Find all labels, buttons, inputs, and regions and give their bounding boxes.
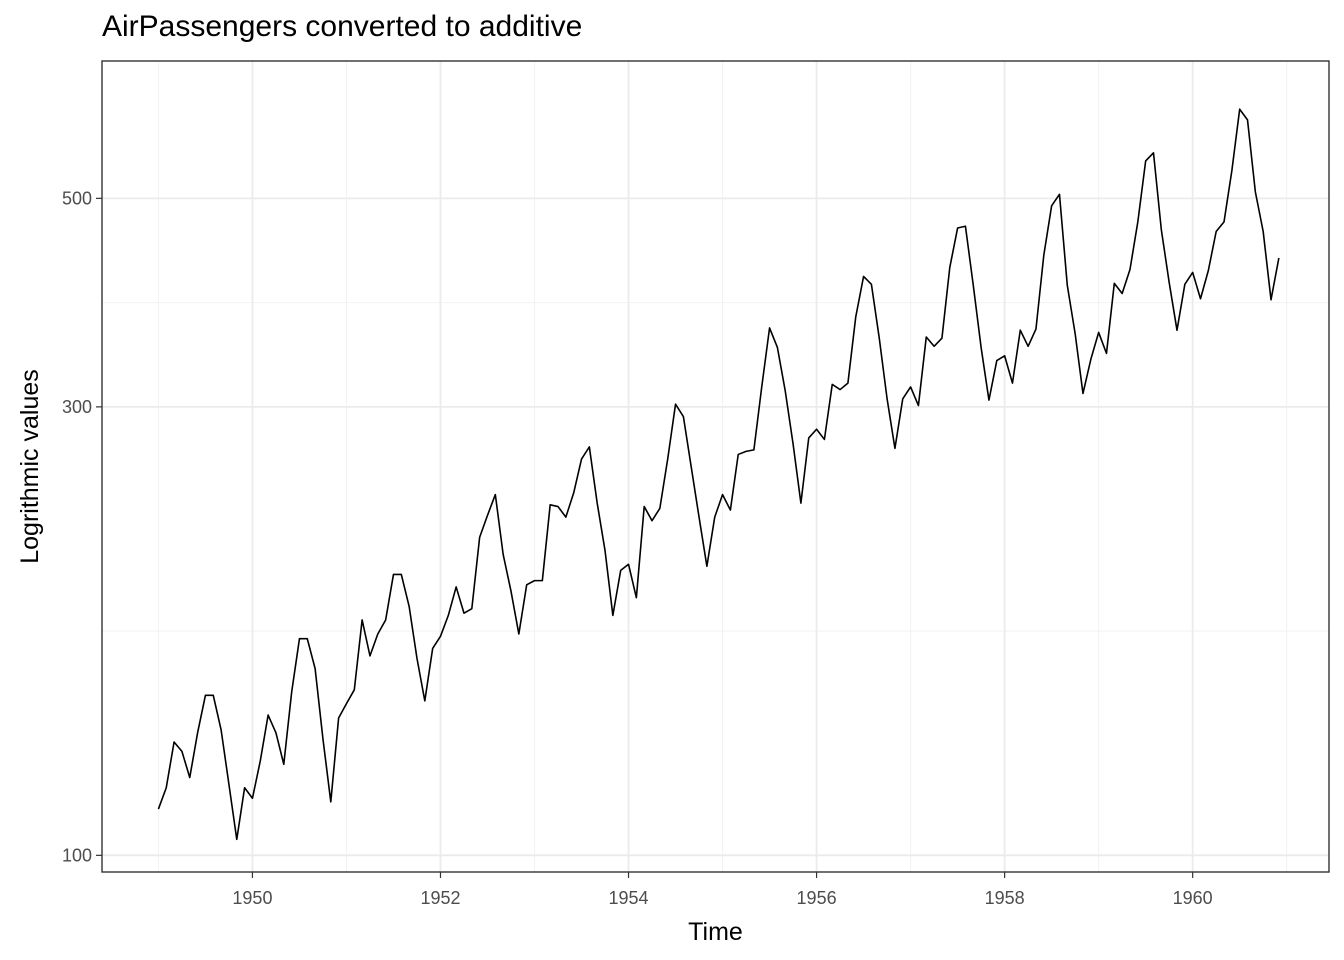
x-tick-label: 1952 bbox=[420, 888, 460, 908]
chart-title: AirPassengers converted to additive bbox=[102, 10, 583, 43]
y-axis: 100 300 500 bbox=[62, 188, 102, 865]
major-gridlines bbox=[102, 61, 1329, 872]
y-tick-label: 500 bbox=[62, 188, 92, 208]
y-tick-label: 100 bbox=[62, 845, 92, 865]
x-tick-label: 1954 bbox=[609, 888, 649, 908]
y-tick-label: 300 bbox=[62, 397, 92, 417]
y-axis-title: Logrithmic values bbox=[16, 369, 44, 564]
x-tick-label: 1956 bbox=[797, 888, 837, 908]
series-line bbox=[157, 108, 1280, 841]
x-axis: 1950 1952 1954 1956 1958 1960 bbox=[232, 872, 1213, 908]
series-layer bbox=[157, 108, 1280, 841]
x-axis-title: Time bbox=[688, 918, 743, 946]
panel-border bbox=[101, 60, 1330, 873]
x-tick-label: 1958 bbox=[985, 888, 1025, 908]
x-tick-label: 1960 bbox=[1173, 888, 1213, 908]
minor-gridlines bbox=[102, 61, 1329, 872]
x-tick-label: 1950 bbox=[232, 888, 272, 908]
